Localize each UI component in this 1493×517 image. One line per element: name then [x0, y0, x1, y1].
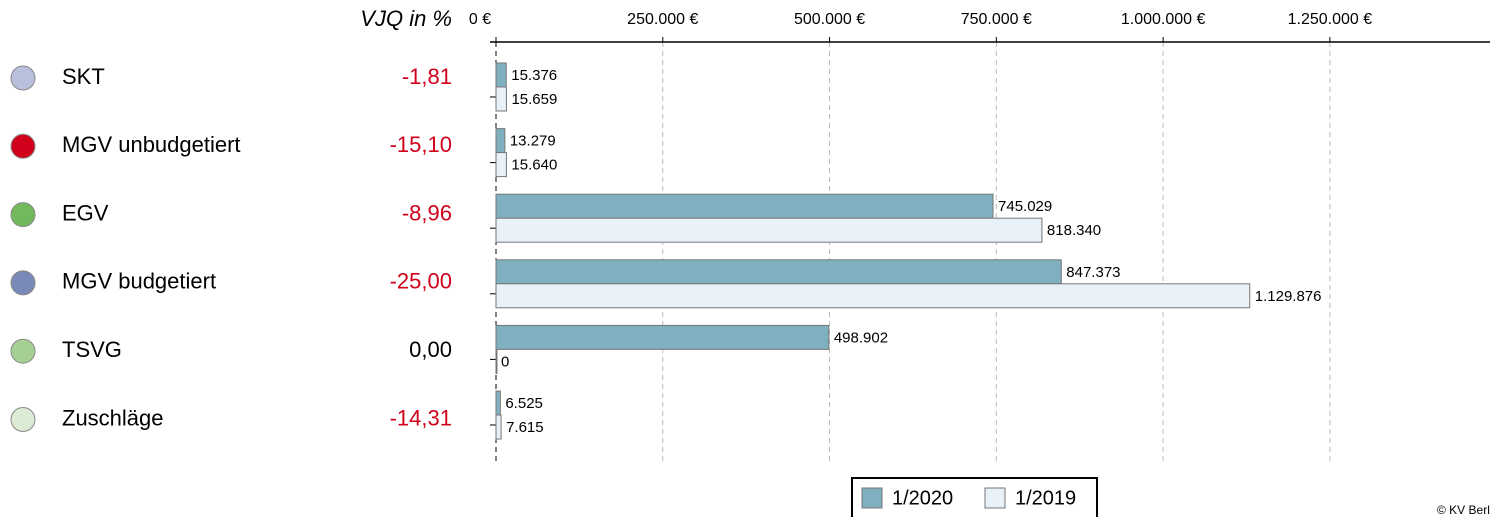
- change-value: -14,31: [390, 405, 452, 430]
- bar: [495, 259, 1062, 285]
- bar: [495, 217, 1043, 243]
- x-tick-label: 1.000.000 €: [1121, 11, 1206, 28]
- category-label: Zuschläge: [62, 405, 164, 430]
- legend-box: [851, 477, 1098, 517]
- value-label: 0: [501, 353, 509, 370]
- change-value: -15,10: [390, 132, 452, 157]
- category-marker: [10, 338, 36, 364]
- value-label: 745.029: [998, 198, 1052, 215]
- value-label: 818.340: [1047, 222, 1101, 239]
- change-value: -8,96: [402, 200, 452, 225]
- x-tick-label: 250.000 €: [627, 11, 698, 28]
- value-label: 15.659: [511, 91, 557, 108]
- category-label: EGV: [62, 200, 109, 225]
- x-tick-label: 1.250.000 €: [1288, 11, 1373, 28]
- bar: [495, 86, 507, 112]
- value-label: 15.640: [511, 157, 557, 174]
- value-label: 7.615: [506, 419, 544, 436]
- bar: [495, 62, 507, 88]
- bar: [495, 283, 1251, 309]
- category-marker: [10, 407, 36, 432]
- value-label: 498.902: [834, 329, 888, 346]
- legend-swatch: [861, 487, 883, 509]
- category-marker: [10, 270, 36, 296]
- change-header: VJQ in %: [360, 6, 452, 31]
- legend-label: 1/2019: [1015, 487, 1076, 509]
- bar: [495, 128, 506, 154]
- category-label: MGV budgetiert: [62, 269, 216, 294]
- category-marker: [10, 65, 36, 91]
- value-label: 15.376: [511, 67, 557, 84]
- x-tick-label: 500.000 €: [794, 11, 865, 28]
- bar: [495, 193, 994, 219]
- change-value: 0,00: [409, 337, 452, 362]
- copyright: © KV Berl: [1437, 503, 1490, 517]
- bar: [495, 348, 498, 374]
- bar: [495, 324, 830, 350]
- bar: [495, 152, 507, 178]
- x-tick-label: 750.000 €: [961, 11, 1032, 28]
- value-label: 6.525: [505, 395, 543, 412]
- category-label: TSVG: [62, 337, 122, 362]
- category-label: SKT: [62, 64, 105, 89]
- x-tick-label: 0 €: [469, 11, 491, 28]
- value-label: 13.279: [510, 133, 556, 150]
- bar: [495, 390, 501, 416]
- category-marker: [10, 133, 36, 159]
- legend-label: 1/2020: [892, 487, 953, 509]
- category-label: MGV unbudgetiert: [62, 132, 241, 157]
- change-value: -25,00: [390, 269, 452, 294]
- value-label: 1.129.876: [1255, 288, 1322, 305]
- bar: [495, 414, 502, 440]
- value-label: 847.373: [1066, 264, 1120, 281]
- change-value: -1,81: [402, 64, 452, 89]
- category-marker: [10, 202, 36, 228]
- legend-swatch: [984, 487, 1006, 509]
